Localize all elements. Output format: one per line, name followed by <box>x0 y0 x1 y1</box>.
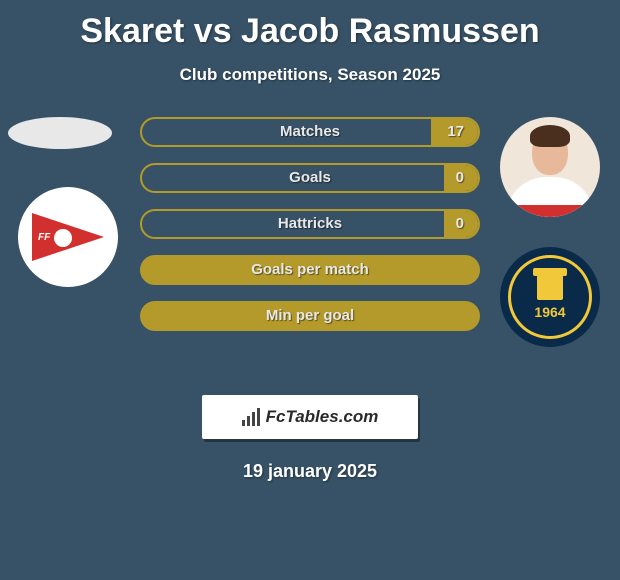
bars-icon <box>242 408 260 426</box>
subtitle: Club competitions, Season 2025 <box>0 65 620 85</box>
left-player-placeholder <box>8 117 112 149</box>
stats-list: Matches17Goals0Hattricks0Goals per match… <box>140 117 480 347</box>
stat-value-right: 17 <box>447 119 464 145</box>
stat-label: Min per goal <box>142 303 478 329</box>
stat-row: Hattricks0 <box>140 209 480 239</box>
branding-badge: FcTables.com <box>202 395 418 439</box>
stat-row: Goals0 <box>140 163 480 193</box>
right-player-photo <box>500 117 600 217</box>
ball-icon <box>54 229 72 247</box>
stat-row: Min per goal <box>140 301 480 331</box>
branding-text: FcTables.com <box>266 407 379 427</box>
tower-icon <box>537 274 563 300</box>
stat-value-right: 0 <box>456 165 464 191</box>
page-title: Skaret vs Jacob Rasmussen <box>0 0 620 51</box>
stat-label: Hattricks <box>142 211 478 237</box>
left-club-logo: FF <box>18 187 118 287</box>
stat-row: Matches17 <box>140 117 480 147</box>
stat-value-right: 0 <box>456 211 464 237</box>
stat-label: Goals <box>142 165 478 191</box>
club-year: 1964 <box>534 304 565 320</box>
comparison-area: FF 1964 Matches17Goals0Hattricks0Goals p… <box>0 117 620 377</box>
stat-label: Matches <box>142 119 478 145</box>
right-club-logo: 1964 <box>500 247 600 347</box>
pennant-icon: FF <box>32 213 104 261</box>
stat-label: Goals per match <box>142 257 478 283</box>
stat-row: Goals per match <box>140 255 480 285</box>
pennant-text: FF <box>38 232 50 243</box>
date-text: 19 january 2025 <box>0 461 620 482</box>
